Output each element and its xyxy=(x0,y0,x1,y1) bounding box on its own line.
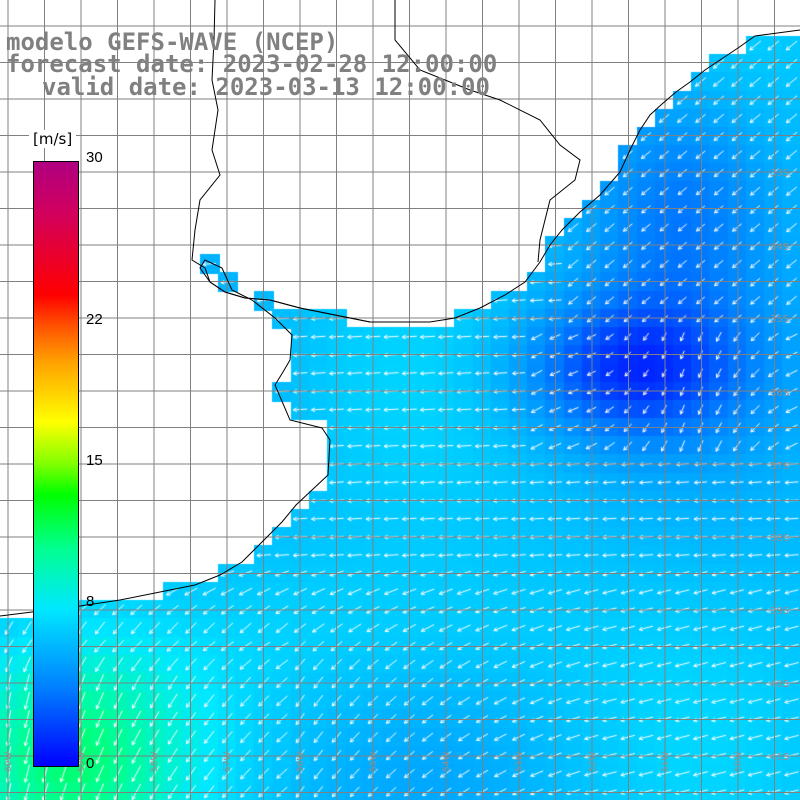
border-line xyxy=(394,0,581,263)
latitude-label: 37S xyxy=(770,461,789,472)
colorbar-tick-label: 30 xyxy=(86,149,103,166)
longitude-label: 56W xyxy=(296,752,306,772)
colorbar-tick-label: 15 xyxy=(86,452,103,469)
model-title: modelo GEFS-WAVE (NCEP) xyxy=(6,28,339,56)
latitude-label: 34S xyxy=(770,242,789,253)
longitude-label: 53W xyxy=(515,752,525,772)
latitude-label: 38S xyxy=(770,533,789,544)
colorbar-tick-label: 22 xyxy=(86,310,103,328)
latitude-label: 36S xyxy=(770,388,789,399)
longitude-label: 60W xyxy=(4,752,14,772)
forecast-date: forecast date: 2023-02-28 12:00:00 xyxy=(6,50,498,78)
longitude-label: 57W xyxy=(223,752,233,772)
latitude-label: 40S xyxy=(770,679,789,690)
longitude-label: 59W xyxy=(77,752,87,772)
colorbar-tick-label: 0 xyxy=(86,755,95,772)
longitude-label: 51W xyxy=(661,752,671,772)
longitude-label: 58W xyxy=(150,752,160,772)
colorbar-tick-label: 8 xyxy=(86,593,95,611)
latitude-label: 35S xyxy=(770,314,789,325)
latitude-label: 39S xyxy=(770,606,789,617)
colorbar-unit: [m/s] xyxy=(29,130,77,148)
latitude-labels: 33S 34S 35S 36S 37S 38S 39S 40S 41S xyxy=(770,168,789,763)
longitude-label: 55W xyxy=(369,752,379,772)
latitude-label: 41S xyxy=(770,752,789,763)
longitude-label: 50W xyxy=(734,752,744,772)
colorbar xyxy=(33,161,79,767)
latitude-label: 33S xyxy=(770,168,789,179)
coastline-path xyxy=(0,29,800,617)
longitude-label: 54W xyxy=(442,752,452,772)
longitude-label: 52W xyxy=(588,752,598,772)
border-line xyxy=(191,0,371,323)
valid-date: valid date: 2023-03-13 12:00:00 xyxy=(42,73,490,101)
coastline xyxy=(0,0,800,617)
longitude-labels: 60W 59W 58W 57W 56W 55W 54W 53W 52W 51W 50W xyxy=(4,752,744,772)
